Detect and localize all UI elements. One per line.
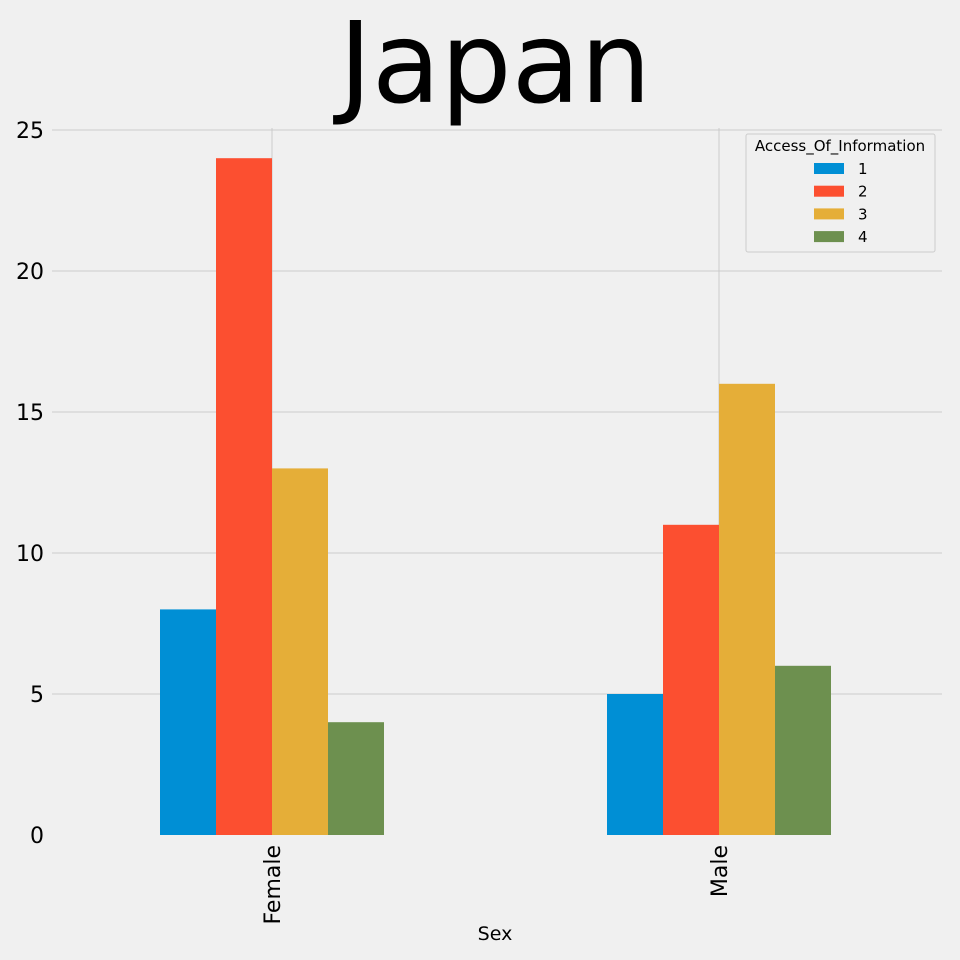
y-tick-label: 15 bbox=[16, 401, 44, 426]
bars bbox=[160, 158, 831, 835]
y-tick-label: 5 bbox=[30, 683, 44, 708]
legend-swatch-3 bbox=[814, 208, 844, 220]
legend-label-3: 3 bbox=[858, 205, 868, 223]
y-tick-label: 0 bbox=[30, 824, 44, 849]
bar-series-4-male bbox=[775, 665, 831, 835]
bar-series-1-female bbox=[160, 609, 216, 835]
y-tick-label: 25 bbox=[16, 119, 44, 144]
bar-series-1-male bbox=[607, 694, 663, 835]
legend-label-2: 2 bbox=[858, 183, 868, 201]
bar-series-3-female bbox=[272, 468, 328, 835]
legend-swatch-1 bbox=[814, 163, 844, 174]
y-tick-label: 10 bbox=[16, 542, 44, 567]
chart-title: Japan bbox=[333, 0, 651, 129]
x-tick-label: Male bbox=[708, 845, 733, 897]
legend: Access_Of_Information 1 2 3 4 bbox=[745, 133, 936, 253]
legend-swatch-2 bbox=[814, 185, 844, 197]
y-axis-ticks: 0 5 10 15 20 25 bbox=[16, 119, 44, 849]
bar-series-3-male bbox=[719, 383, 775, 835]
bar-series-2-male bbox=[663, 524, 719, 835]
legend-title: Access_Of_Information bbox=[755, 137, 925, 156]
x-axis-ticks: Female Male bbox=[261, 845, 733, 925]
y-tick-label: 20 bbox=[16, 260, 44, 285]
legend-swatch-4 bbox=[814, 231, 844, 243]
bar-series-4-female bbox=[328, 722, 384, 835]
x-axis-label: Sex bbox=[478, 923, 513, 945]
x-tick-label: Female bbox=[261, 845, 286, 925]
legend-label-4: 4 bbox=[858, 228, 868, 246]
bar-series-2-female bbox=[216, 158, 272, 835]
legend-label-1: 1 bbox=[858, 160, 868, 178]
